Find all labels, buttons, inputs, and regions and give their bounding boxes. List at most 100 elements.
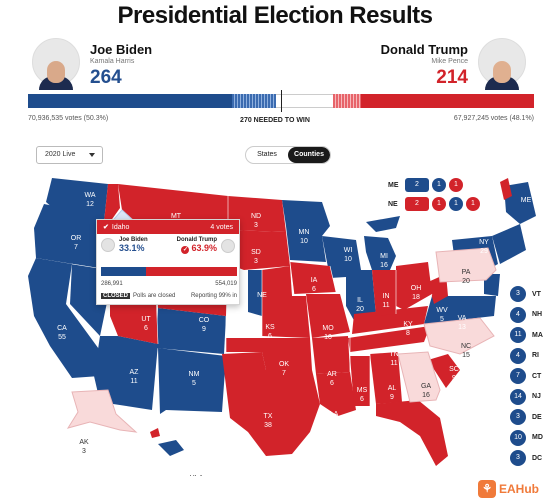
year-select-value: 2020 Live — [45, 151, 75, 158]
biden-electoral-votes: 264 — [90, 67, 152, 89]
label-nc: NC — [461, 343, 471, 350]
biden-solid-segment — [28, 94, 232, 108]
ne-district-1: 1 — [432, 197, 446, 211]
ev-ga: 16 — [422, 392, 430, 399]
biden-name: Joe Biden — [90, 42, 152, 57]
trump-popular-vote: 67,927,245 votes (48.1%) — [454, 115, 534, 122]
small-state-dc[interactable]: 3 DC — [510, 448, 543, 469]
year-select[interactable]: 2020 Live — [36, 146, 103, 164]
biden-mini-avatar — [101, 238, 115, 252]
tooltip-votes: 4 votes — [210, 224, 233, 231]
label-ny: NY — [479, 239, 489, 246]
nh-votes: 4 — [510, 307, 526, 323]
toggle-states[interactable]: States — [246, 147, 288, 163]
state-hi[interactable] — [158, 440, 184, 456]
ev-ut: 6 — [144, 325, 148, 332]
tooltip-trump-votes: 554,019 — [215, 281, 237, 287]
small-state-vt[interactable]: 3 VT — [510, 284, 543, 305]
label-ia: IA — [311, 277, 318, 284]
ma-label: MA — [532, 332, 543, 339]
label-or: OR — [71, 235, 82, 242]
ev-wa: 12 — [86, 201, 94, 208]
label-la: LA — [330, 411, 339, 418]
trump-vp: Mike Pence — [381, 58, 468, 65]
ev-nm: 5 — [192, 380, 196, 387]
ne-district-2: 1 — [449, 197, 463, 211]
de-votes: 3 — [510, 409, 526, 425]
nh-label: NH — [532, 311, 542, 318]
ev-nd: 3 — [254, 222, 258, 229]
state-ne-states[interactable] — [492, 224, 526, 264]
small-state-ma[interactable]: 11 MA — [510, 325, 543, 346]
toggle-counties[interactable]: Counties — [288, 147, 330, 163]
label-me: ME — [521, 197, 532, 204]
polls-status: Polls are closed — [133, 293, 175, 299]
me-district-2: 1 — [449, 178, 463, 192]
small-state-ri[interactable]: 4 RI — [510, 346, 543, 367]
small-state-nh[interactable]: 4 NH — [510, 305, 543, 326]
label-hi: HI 4 — [190, 475, 203, 476]
me-district-1: 1 — [432, 178, 446, 192]
ev-ak: 3 — [82, 448, 86, 455]
ri-votes: 4 — [510, 348, 526, 364]
us-map[interactable]: WA 12 OR 7 CA 55 MT ND 3 SD 3 NE UT 6 CO… — [0, 166, 550, 476]
map-view-toggle[interactable]: States Counties — [245, 146, 331, 164]
label-tx: TX — [264, 413, 273, 420]
small-state-nj[interactable]: 14 NJ — [510, 387, 543, 408]
state-mi-up[interactable] — [366, 216, 400, 232]
biden-lean-segment — [232, 94, 277, 108]
ev-va: 13 — [458, 324, 466, 331]
label-mn: MN — [299, 229, 310, 236]
ev-ms: 6 — [360, 396, 364, 403]
ri-label: RI — [532, 352, 539, 359]
closed-badge: CLOSED — [101, 293, 130, 299]
brand-name: EAHub — [499, 482, 539, 496]
label-mo: MO — [322, 325, 334, 332]
ct-label: CT — [532, 373, 541, 380]
label-ak: AK — [79, 439, 89, 446]
state-hi-dot[interactable] — [150, 428, 160, 438]
small-state-md[interactable]: 10 MD — [510, 428, 543, 449]
ev-ny: 29 — [480, 248, 488, 255]
ev-wv: 5 — [440, 316, 444, 323]
tooltip-share-bar — [101, 267, 237, 276]
label-fl: FL — [452, 431, 460, 438]
small-state-de[interactable]: 3 DE — [510, 407, 543, 428]
tooltip-trump: Donald Trump ✓ 63.9% — [173, 237, 235, 254]
state-la[interactable] — [316, 372, 356, 416]
candidate-biden: Joe Biden Kamala Harris 264 — [32, 38, 162, 89]
tooltip-biden-pct: 33.1% — [119, 243, 148, 253]
ne-district-3: 1 — [466, 197, 480, 211]
ev-ky: 8 — [406, 330, 410, 337]
de-label: DE — [532, 414, 542, 421]
label-ks: KS — [265, 324, 275, 331]
label-co: CO — [199, 317, 210, 324]
threshold-marker — [281, 90, 282, 112]
state-ks[interactable] — [262, 296, 310, 338]
ev-oh: 18 — [412, 294, 420, 301]
nj-label: NJ — [532, 393, 541, 400]
state-me-d2[interactable] — [500, 178, 512, 200]
small-state-ct[interactable]: 7 CT — [510, 366, 543, 387]
state-ar[interactable] — [312, 336, 350, 374]
trump-name: Donald Trump — [381, 42, 468, 57]
label-oh: OH — [411, 285, 422, 292]
watermark: ⚘ EAHub — [478, 480, 539, 498]
ev-sd: 3 — [254, 258, 258, 265]
label-al: AL — [388, 385, 397, 392]
label-wv: WV — [436, 307, 448, 314]
ev-in: 11 — [382, 302, 389, 309]
tooltip-trump-pct: 63.9% — [191, 243, 217, 253]
check-icon: ✔ — [103, 224, 109, 231]
label-nm: NM — [189, 371, 200, 378]
ev-ca: 55 — [58, 334, 66, 341]
state-co[interactable] — [156, 308, 226, 354]
label-wa: WA — [84, 192, 95, 199]
vt-label: VT — [532, 291, 541, 298]
label-ar: AR — [327, 371, 337, 378]
chevron-down-icon — [89, 153, 95, 157]
tooltip-biden-share — [101, 267, 146, 276]
state-fl[interactable] — [376, 400, 448, 466]
label-nd: ND — [251, 213, 261, 220]
trump-avatar — [478, 38, 526, 86]
